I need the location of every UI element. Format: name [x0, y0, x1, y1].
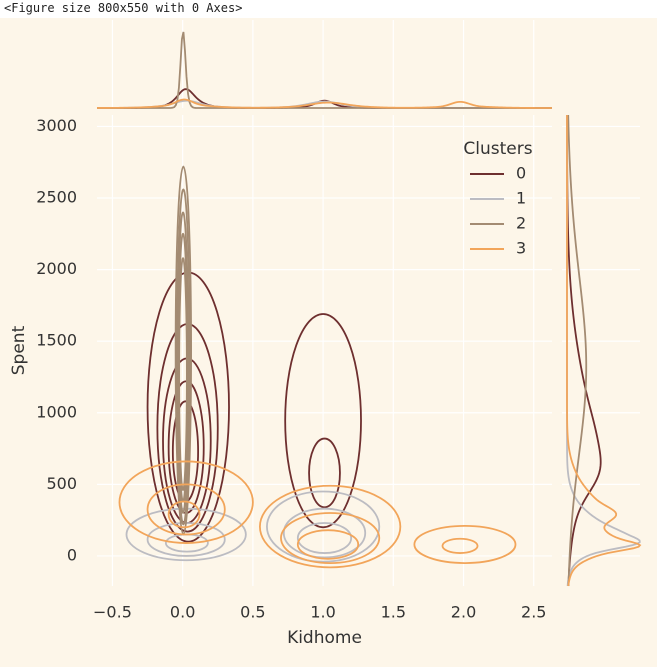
marginal-density	[96, 98, 553, 109]
figure-note: <Figure size 800x550 with 0 Axes>	[4, 1, 243, 15]
y-tick-label: 3000	[36, 116, 77, 135]
marginal-density	[566, 115, 642, 587]
x-tick-label: 1.5	[381, 603, 406, 622]
marginal-density	[97, 31, 552, 109]
marginal-density	[567, 114, 588, 587]
density-contour	[167, 500, 201, 529]
y-tick-label: 500	[46, 474, 77, 493]
density-contour	[259, 484, 402, 569]
x-tick-label: 0.5	[240, 603, 265, 622]
x-tick-label: 1.0	[310, 603, 335, 622]
y-axis-label: Spent	[9, 325, 29, 375]
density-contour	[441, 537, 479, 554]
x-tick-label: 2.0	[451, 603, 476, 622]
y-tick-label: 1000	[36, 402, 77, 421]
density-contour	[178, 257, 188, 491]
density-contour	[308, 437, 341, 509]
x-axis-label: Kidhome	[287, 628, 362, 648]
x-tick-label: −0.5	[93, 603, 132, 622]
density-contour	[413, 524, 517, 564]
density-contour	[282, 507, 367, 559]
y-tick-label: 0	[67, 545, 77, 564]
x-tick-label: 0.0	[170, 603, 195, 622]
density-contour	[280, 512, 381, 564]
legend-title: Clusters	[463, 139, 532, 159]
x-tick-label: 2.5	[521, 603, 546, 622]
legend-label: 0	[516, 164, 526, 183]
density-contour	[296, 529, 360, 560]
y-tick-label: 1500	[36, 331, 77, 350]
y-tick-label: 2000	[36, 259, 77, 278]
figure-background	[0, 18, 657, 667]
density-contour	[296, 522, 353, 554]
legend-label: 2	[516, 214, 526, 233]
density-contour	[266, 490, 381, 563]
y-tick-label: 2500	[36, 188, 77, 207]
legend-label: 1	[516, 189, 526, 208]
legend-label: 3	[516, 239, 526, 258]
density-contour	[118, 460, 254, 544]
density-contour	[146, 483, 226, 536]
density-contour	[284, 313, 362, 529]
